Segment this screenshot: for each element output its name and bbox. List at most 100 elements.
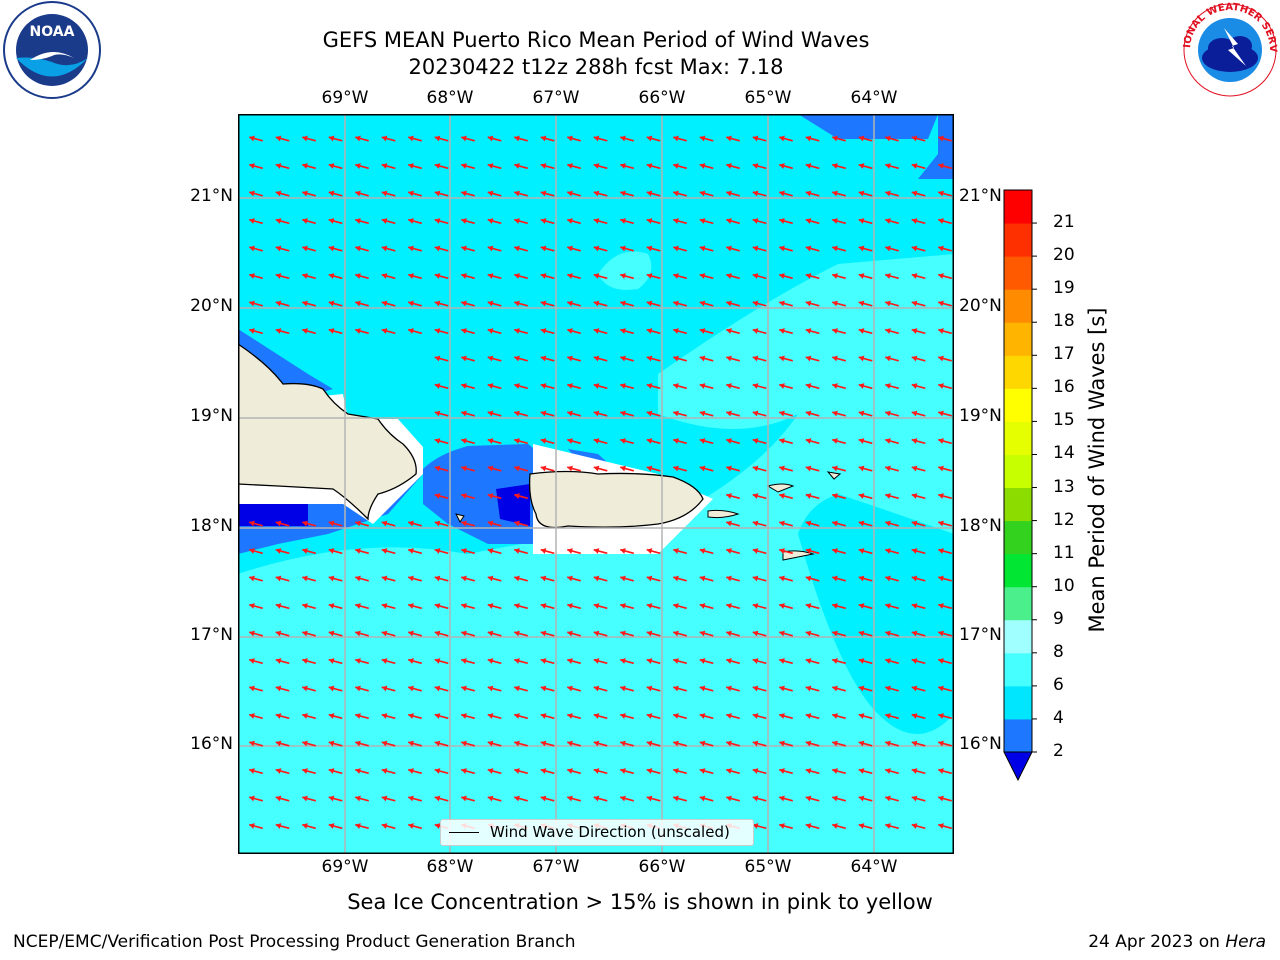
wave-direction-arrow xyxy=(726,190,740,197)
wave-direction-arrow xyxy=(328,740,343,747)
wave-direction-arrow xyxy=(461,383,475,390)
wave-direction-arrow xyxy=(249,218,263,225)
wave-direction-arrow xyxy=(487,768,502,775)
wave-direction-arrow xyxy=(726,575,740,582)
wave-direction-arrow xyxy=(408,135,422,142)
wave-direction-arrow xyxy=(885,823,899,830)
wave-direction-arrow xyxy=(911,630,926,637)
wave-direction-arrow xyxy=(275,823,290,830)
wave-direction-arrow xyxy=(832,575,846,582)
graticule xyxy=(238,114,954,854)
wave-direction-arrow xyxy=(249,273,263,280)
wave-direction-arrow xyxy=(434,163,449,170)
wave-direction-arrow xyxy=(275,300,290,307)
wave-direction-arrow xyxy=(858,713,873,720)
wave-direction-arrow xyxy=(328,575,343,582)
wave-direction-arrow xyxy=(408,190,422,197)
wave-direction-arrow xyxy=(699,658,714,665)
wave-direction-arrow xyxy=(805,438,820,445)
wave-direction-arrow xyxy=(779,603,793,610)
wave-direction-arrow xyxy=(249,713,263,720)
generation-date: 24 Apr 2023 on Hera xyxy=(1088,932,1266,952)
contour-2-4-ne xyxy=(918,114,954,179)
wave-direction-arrow xyxy=(911,438,926,445)
wave-direction-arrow xyxy=(328,520,343,527)
wave-direction-arrow xyxy=(805,740,820,747)
wave-direction-arrow xyxy=(381,630,396,637)
wave-direction-arrow xyxy=(487,300,502,307)
wave-direction-arrow xyxy=(593,438,608,445)
wave-direction-arrow xyxy=(434,383,449,390)
wave-direction-arrow xyxy=(408,768,422,775)
wave-direction-arrow xyxy=(567,328,581,335)
colorbar-cell xyxy=(1004,355,1032,389)
wave-direction-arrow xyxy=(328,630,343,637)
wave-direction-arrow xyxy=(832,355,846,362)
wave-direction-arrow xyxy=(355,300,369,307)
colorbar-tick-label: 16 xyxy=(1053,377,1075,398)
wave-direction-arrow xyxy=(646,218,661,225)
wave-direction-arrow xyxy=(275,245,290,252)
wave-direction-arrow xyxy=(726,465,740,472)
chart-title: GEFS MEAN Puerto Rico Mean Period of Win… xyxy=(322,28,870,52)
wave-direction-arrow xyxy=(673,410,687,417)
wave-direction-arrow xyxy=(381,575,396,582)
wave-direction-arrow xyxy=(646,603,661,610)
wave-direction-arrow xyxy=(832,190,846,197)
wave-direction-arrow xyxy=(885,658,899,665)
colorbar-tick-label: 9 xyxy=(1053,608,1064,629)
wave-direction-arrow xyxy=(726,163,740,170)
wave-direction-arrow xyxy=(355,163,369,170)
wave-direction-arrow xyxy=(752,218,767,225)
wave-direction-arrow xyxy=(673,383,687,390)
lat-label-left: 18°N xyxy=(190,516,233,536)
wave-direction-arrow xyxy=(646,355,661,362)
wave-direction-arrow xyxy=(514,630,528,637)
wave-direction-arrow xyxy=(593,465,608,472)
wave-direction-arrow xyxy=(858,548,873,555)
wave-direction-arrow xyxy=(275,795,290,802)
wave-direction-arrow xyxy=(514,355,528,362)
wave-direction-arrow xyxy=(646,383,661,390)
wave-direction-arrow xyxy=(620,410,634,417)
wave-direction-arrow xyxy=(328,685,343,692)
wave-direction-arrow xyxy=(487,218,502,225)
wave-direction-arrow xyxy=(885,575,899,582)
wave-direction-arrow xyxy=(540,273,555,280)
wave-direction-arrow xyxy=(726,768,740,775)
wave-direction-arrow xyxy=(408,273,422,280)
wave-direction-arrow xyxy=(752,575,767,582)
wave-direction-arrow xyxy=(487,245,502,252)
wave-direction-arrow xyxy=(381,603,396,610)
wave-direction-arrow xyxy=(911,355,926,362)
wave-direction-arrow xyxy=(805,575,820,582)
wave-direction-arrow xyxy=(911,410,926,417)
wave-direction-arrow xyxy=(726,795,740,802)
wave-direction-arrow xyxy=(487,713,502,720)
wave-direction-arrow xyxy=(593,273,608,280)
wave-direction-arrow xyxy=(514,575,528,582)
lon-label-top: 66°W xyxy=(638,88,686,108)
wave-direction-arrow xyxy=(938,768,952,775)
wave-direction-arrow xyxy=(779,410,793,417)
wave-direction-arrow xyxy=(487,273,502,280)
wave-direction-arrow xyxy=(805,135,820,142)
wave-direction-arrow xyxy=(620,603,634,610)
wave-direction-arrow xyxy=(381,795,396,802)
wave-direction-arrow xyxy=(620,300,634,307)
wave-direction-arrow xyxy=(646,795,661,802)
wave-direction-arrow xyxy=(911,245,926,252)
wave-direction-arrow xyxy=(540,658,555,665)
wave-direction-arrow xyxy=(911,383,926,390)
colorbar-tick-label: 2 xyxy=(1053,741,1064,761)
wave-direction-arrow xyxy=(487,438,502,445)
wave-direction-arrow xyxy=(593,383,608,390)
wave-direction-arrow xyxy=(646,135,661,142)
wave-direction-arrow xyxy=(779,300,793,307)
colorbar-tick-label: 4 xyxy=(1053,707,1064,728)
wave-direction-arrow xyxy=(752,300,767,307)
wave-direction-arrow xyxy=(858,795,873,802)
wave-direction-arrow xyxy=(461,438,475,445)
wave-direction-arrow xyxy=(832,493,846,500)
wave-direction-arrow xyxy=(699,713,714,720)
